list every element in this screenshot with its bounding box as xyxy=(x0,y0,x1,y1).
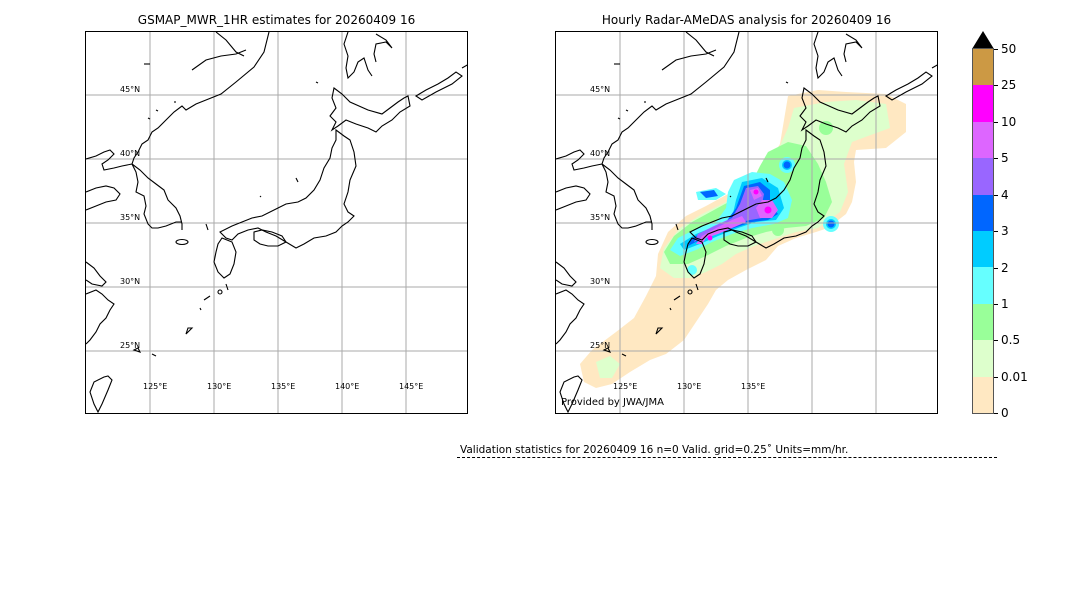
colorbar-label-2: 2 xyxy=(1001,261,1009,275)
lat-label-40: 40°N xyxy=(590,149,611,158)
validation-statistics: Validation statistics for 20260409 16 n=… xyxy=(460,444,849,456)
colorbar-seg-2-3 xyxy=(973,231,993,268)
colorbar-tick xyxy=(994,231,998,232)
colorbar-tick xyxy=(994,195,998,196)
colorbar-label-3: 3 xyxy=(1001,224,1009,238)
colorbar-extend-arrow xyxy=(972,31,994,49)
colorbar-label-1: 1 xyxy=(1001,297,1009,311)
colorbar-seg-0.5-1 xyxy=(973,303,993,341)
lat-label-40: 40°N xyxy=(120,149,141,158)
right-map-title: Hourly Radar-AMeDAS analysis for 2026040… xyxy=(601,13,892,27)
colorbar-label-4: 4 xyxy=(1001,188,1009,202)
colorbar-tick xyxy=(994,413,998,414)
colorbar-seg-10-25 xyxy=(973,85,993,122)
colorbar-seg-1-2 xyxy=(973,267,993,304)
lat-label-30: 30°N xyxy=(120,277,141,286)
colorbar-tick xyxy=(994,49,998,50)
colorbar-tick xyxy=(994,268,998,269)
lon-label-125: 125°E xyxy=(613,382,638,391)
left-map-canvas xyxy=(86,32,467,413)
graticule xyxy=(556,32,937,413)
lat-label-35: 35°N xyxy=(120,213,141,222)
lon-label-135: 135°E xyxy=(271,382,296,391)
colorbar-seg-5-10 xyxy=(973,121,993,159)
lat-label-45: 45°N xyxy=(120,85,141,94)
colorbar-tick xyxy=(994,340,998,341)
colorbar-tick xyxy=(994,158,998,159)
right-map-canvas xyxy=(556,32,937,413)
validation-divider xyxy=(457,457,997,458)
data-credit: Provided by JWA/JMA xyxy=(561,397,664,408)
lon-label-125: 125°E xyxy=(143,382,168,391)
lat-label-30: 30°N xyxy=(590,277,611,286)
coastlines xyxy=(86,32,467,413)
colorbar-tick xyxy=(994,122,998,123)
right-map-radar-amedas: 45°N 40°N 35°N 30°N 25°N 125°E 130°E 135… xyxy=(555,31,938,414)
colorbar-label-0: 0 xyxy=(1001,406,1009,420)
colorbar-seg-0-0.01 xyxy=(973,376,993,413)
colorbar-label-0.5: 0.5 xyxy=(1001,333,1021,347)
colorbar-label-0.01: 0.01 xyxy=(1001,370,1028,384)
colorbar-seg-3-4 xyxy=(973,194,993,231)
colorbar-tick xyxy=(994,304,998,305)
colorbar-tick xyxy=(994,377,998,378)
lat-label-35: 35°N xyxy=(590,213,611,222)
lon-label-130: 130°E xyxy=(207,382,232,391)
graticule xyxy=(86,32,467,413)
colorbar-label-50: 50 xyxy=(1001,42,1017,56)
colorbar-label-5: 5 xyxy=(1001,151,1009,165)
lat-label-45: 45°N xyxy=(590,85,611,94)
lon-label-130: 130°E xyxy=(677,382,702,391)
colorbar-seg-0.01-0.5 xyxy=(973,340,993,377)
colorbar-label-10: 10 xyxy=(1001,115,1017,129)
colorbar xyxy=(972,48,994,414)
left-map-gsmap: 45°N 40°N 35°N 30°N 25°N 125°E 130°E 135… xyxy=(85,31,468,414)
colorbar-label-25: 25 xyxy=(1001,78,1017,92)
lat-label-25: 25°N xyxy=(120,341,141,350)
lon-label-135: 135°E xyxy=(741,382,766,391)
colorbar-seg-4-5 xyxy=(973,158,993,195)
lat-label-25: 25°N xyxy=(590,341,611,350)
colorbar-tick xyxy=(994,85,998,86)
lon-label-145: 145°E xyxy=(399,382,424,391)
precipitation-field xyxy=(580,90,906,388)
colorbar-seg-25-50 xyxy=(973,49,993,86)
left-map-title: GSMAP_MWR_1HR estimates for 20260409 16 xyxy=(137,13,416,27)
lon-label-140: 140°E xyxy=(335,382,360,391)
